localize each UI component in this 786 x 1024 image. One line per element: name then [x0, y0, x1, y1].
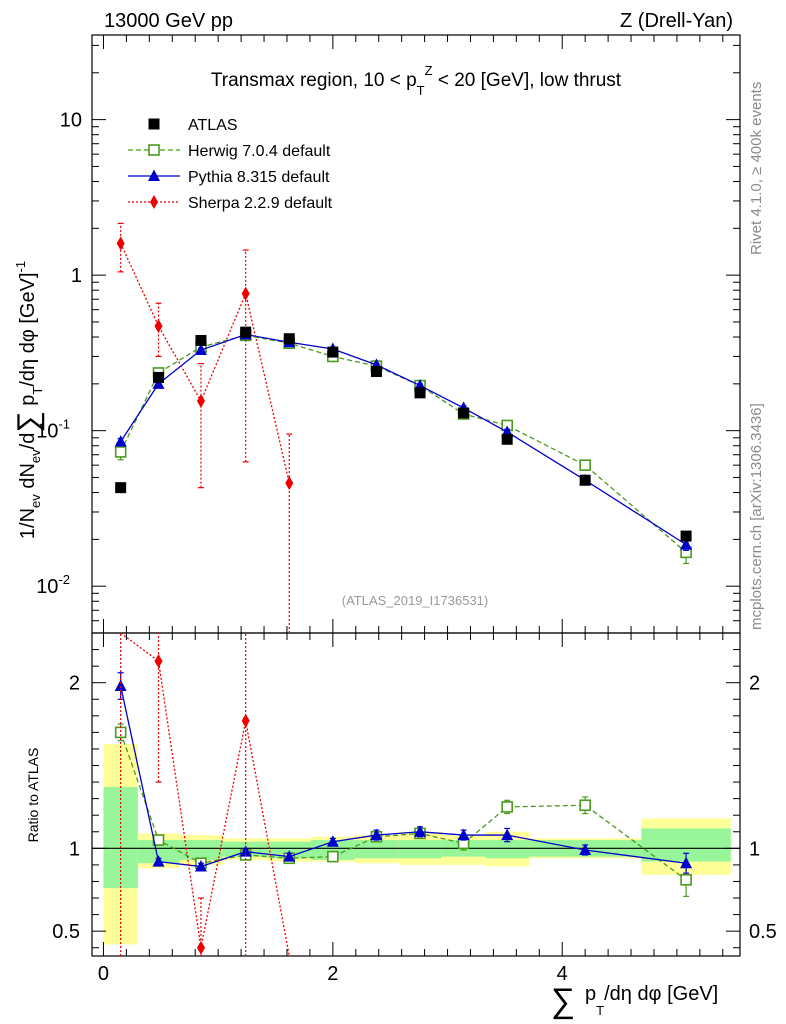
ratio-point-pythia	[114, 679, 127, 692]
main-point-atlas	[370, 366, 382, 378]
ratio-point-pythia	[194, 860, 207, 872]
ratio-point-herwig	[680, 874, 692, 886]
ratio-point-pythia	[501, 828, 514, 841]
ratio-y-tick-label: 1	[69, 838, 80, 860]
main-series-herwig	[114, 329, 692, 565]
main-y-axis-label: 1/Nev dNev/d∑ pT/dη dφ [GeV]-1	[12, 261, 45, 539]
rivet-label: Rivet 4.1.0, ≥ 400k events	[748, 82, 765, 255]
legend-marker-atlas	[148, 118, 160, 130]
legend-label-sherpa: Sherpa 2.2.9 default	[188, 195, 333, 212]
legend-marker-herwig	[148, 144, 160, 156]
stat-uncertainty-band	[485, 840, 529, 859]
header-left: 13000 GeV pp	[104, 10, 233, 32]
main-line-sherpa	[120, 243, 290, 484]
main-point-sherpa	[196, 394, 205, 409]
main-point-atlas	[414, 387, 426, 399]
main-point-sherpa	[116, 236, 125, 251]
main-point-atlas	[458, 407, 470, 419]
ratio-point-sherpa	[154, 654, 163, 669]
stat-uncertainty-band	[267, 841, 312, 859]
main-point-pythia	[152, 377, 165, 389]
ratio-point-pythia	[680, 856, 693, 869]
ratio-y-tick-label-right: 1	[749, 838, 760, 860]
ratio-point-herwig	[327, 850, 339, 863]
y-tick-label: 10-1	[36, 417, 70, 443]
ratio-line-pythia	[120, 685, 687, 868]
x-axis-label: ∑ pT/dη dφ [GeV]	[551, 982, 718, 1020]
x-label-sum: ∑	[551, 982, 575, 1020]
main-point-atlas	[195, 334, 207, 346]
header-right: Z (Drell-Yan)	[620, 10, 733, 32]
main-series-sherpa	[116, 222, 294, 633]
main-point-sherpa	[285, 476, 294, 491]
main-point-atlas	[240, 326, 252, 338]
x-tick-label: 4	[557, 963, 568, 985]
ratio-point-pythia	[152, 855, 165, 867]
main-point-herwig	[114, 446, 127, 458]
main-point-atlas	[501, 433, 513, 445]
main-series-atlas	[115, 326, 692, 542]
stat-uncertainty-band	[179, 840, 223, 860]
ratio-y-axis-label: Ratio to ATLAS	[25, 748, 41, 843]
ratio-point-pythia	[283, 850, 296, 862]
main-line-pythia	[120, 333, 687, 546]
x-tick-label: 2	[327, 963, 338, 985]
ratio-line-sherpa	[120, 632, 290, 957]
main-point-herwig	[579, 459, 591, 471]
legend-marker-pythia	[148, 169, 160, 181]
ratio-point-pythia	[326, 835, 339, 847]
ratio-y-tick-label-right: 2	[749, 673, 760, 695]
ratio-series-sherpa	[120, 632, 290, 957]
legend-marker-sherpa	[150, 195, 158, 209]
ratio-point-pythia	[579, 843, 592, 855]
main-ylabel-text: 1/Nev dNev/d∑ pT/dη dφ [GeV]-1	[12, 261, 45, 539]
x-label-text: pT/dη dφ [GeV]	[585, 983, 718, 1018]
analysis-tag: (ATLAS_2019_I1736531)	[342, 593, 488, 608]
main-point-sherpa	[154, 319, 163, 334]
ratio-panel-frame	[91, 632, 741, 957]
main-line-herwig	[120, 334, 687, 553]
main-point-pythia	[114, 435, 127, 447]
ratio-y-tick-label-right: 0.5	[749, 921, 777, 943]
main-point-atlas	[153, 371, 165, 383]
ratio-line-herwig	[120, 732, 687, 881]
main-point-atlas	[327, 346, 339, 358]
main-point-atlas	[115, 482, 127, 494]
x-tick-label: 0	[98, 963, 109, 985]
ratio-point-sherpa	[241, 713, 250, 728]
site-label: mcplots.cern.ch [arXiv:1306.3436]	[748, 403, 765, 630]
ratio-point-pythia	[370, 828, 383, 841]
y-tick-label: 1	[71, 265, 82, 287]
main-point-pythia	[680, 538, 693, 550]
legend-label-atlas: ATLAS	[188, 117, 238, 134]
legend-label-pythia: Pythia 8.315 default	[188, 169, 330, 186]
main-title: Transmax region, 10 < pTZ < 20 [GeV], lo…	[211, 63, 622, 98]
main-point-atlas	[680, 530, 692, 542]
ratio-point-herwig	[579, 799, 591, 812]
ratio-point-pythia	[414, 825, 427, 837]
stat-uncertainty-band	[398, 840, 442, 859]
ratio-point-sherpa	[196, 940, 205, 955]
stat-uncertainty-band	[354, 840, 399, 859]
main-point-atlas	[579, 474, 591, 486]
main-point-pythia	[194, 343, 207, 356]
ratio-y-tick-label: 0.5	[52, 921, 80, 943]
main-point-sherpa	[241, 286, 250, 301]
legend: ATLAS Herwig 7.0.4 default Pythia 8.315 de…	[128, 117, 333, 212]
y-tick-label: 10	[60, 110, 82, 132]
ratio-y-tick-label: 2	[69, 673, 80, 695]
y-tick-label: 10-2	[36, 572, 70, 598]
ratio-point-pythia	[457, 828, 470, 841]
ratio-point-herwig	[501, 801, 513, 813]
main-point-atlas	[283, 333, 295, 345]
stat-uncertainty-band	[137, 840, 180, 864]
legend-label-herwig: Herwig 7.0.4 default	[188, 143, 331, 160]
